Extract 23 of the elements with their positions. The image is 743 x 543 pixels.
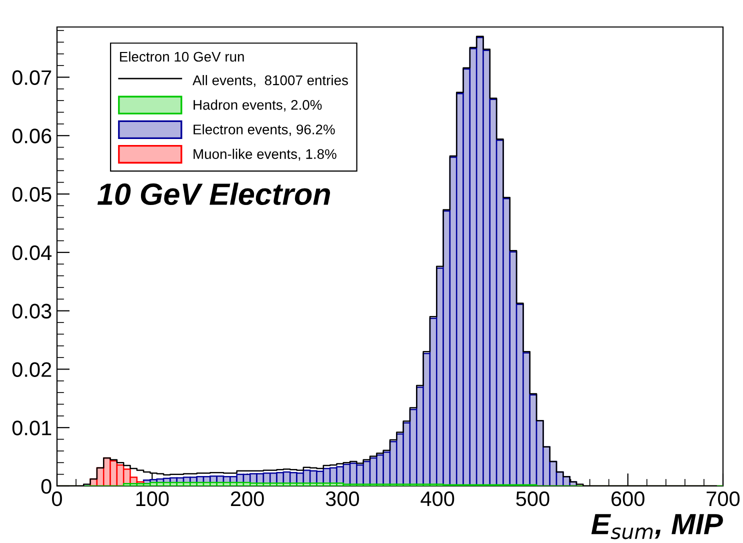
- y-tick-label: 0.02: [12, 362, 52, 377]
- x-tick-label: 600: [612, 491, 644, 506]
- legend-title: Electron 10 GeV run: [120, 51, 244, 62]
- x-tick-label: 400: [420, 491, 454, 506]
- annotation: 10 GeV Electron: [97, 182, 330, 206]
- x-tick-label: 200: [230, 491, 264, 506]
- y-tick-label: 0.01: [12, 420, 52, 436]
- x-axis-title: E$_{sum}$, MIP: [591, 514, 723, 540]
- x-tick-label: 700: [706, 491, 740, 506]
- x-tick-label: 100: [136, 491, 169, 506]
- y-tick-label: 0.03: [12, 304, 52, 319]
- x-tick-label: 300: [326, 491, 359, 506]
- y-tick-label: 0: [41, 479, 52, 494]
- y-tick-label: 0.06: [12, 128, 52, 144]
- y-tick-label: 0.04: [12, 245, 52, 260]
- x-tick-label: 500: [516, 491, 550, 506]
- y-tick-label: 0.05: [12, 187, 52, 202]
- y-tick-label: 0.07: [12, 70, 52, 85]
- legend-label: Electron events, 96.2%: [194, 124, 335, 136]
- legend-label: All events, 81007 entries: [192, 75, 348, 87]
- legend-label: Hadron events, 2.0%: [194, 100, 322, 112]
- legend-label: Muon-like events, 1.8%: [194, 148, 336, 161]
- x-tick-label: 0: [52, 491, 62, 506]
